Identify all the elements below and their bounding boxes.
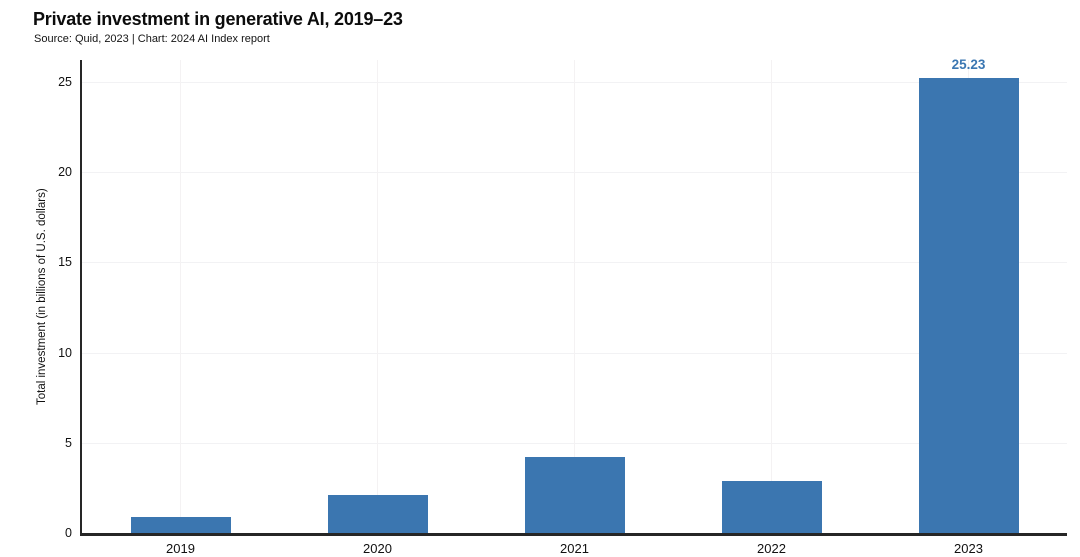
- x-tick-2019: 2019: [166, 541, 195, 556]
- x-tick-2022: 2022: [757, 541, 786, 556]
- chart-subtitle: Source: Quid, 2023 | Chart: 2024 AI Inde…: [34, 33, 270, 45]
- bar-2019: [130, 516, 231, 533]
- bar-2022: [721, 480, 822, 533]
- plot-area: Total investment (in billions of U.S. do…: [36, 56, 1067, 556]
- bar-2021: [524, 457, 625, 533]
- y-tick-15: 15: [58, 255, 72, 270]
- y-axis-label: Total investment (in billions of U.S. do…: [36, 188, 48, 405]
- y-tick-5: 5: [65, 435, 72, 450]
- y-tick-10: 10: [58, 345, 72, 360]
- v-gridline-2020: [377, 60, 378, 533]
- v-gridline-2022: [771, 60, 772, 533]
- y-tick-0: 0: [65, 526, 72, 540]
- bar-value-label-2023: 25.23: [951, 56, 986, 72]
- v-gridline-2021: [574, 60, 575, 533]
- bar-2023: [918, 77, 1019, 533]
- x-tick-2020: 2020: [363, 541, 392, 556]
- x-tick-2023: 2023: [954, 541, 983, 556]
- y-tick-20: 20: [58, 165, 72, 180]
- x-tick-2021: 2021: [560, 541, 589, 556]
- y-tick-25: 25: [58, 75, 72, 89]
- bar-2020: [327, 495, 428, 533]
- chart-title: Private investment in generative AI, 201…: [33, 9, 403, 29]
- v-gridline-2019: [180, 60, 181, 533]
